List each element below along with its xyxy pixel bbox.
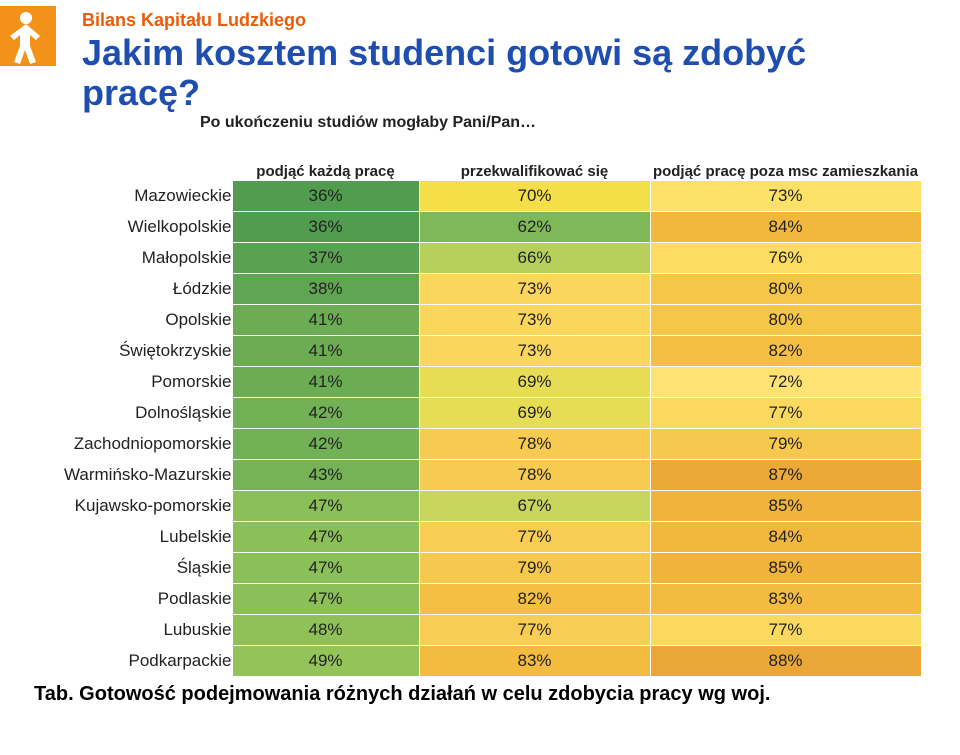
cell: 41% [232, 305, 419, 336]
row-label: Podlaskie [34, 584, 232, 615]
cell: 47% [232, 584, 419, 615]
cell: 72% [650, 367, 921, 398]
row-label: Śląskie [34, 553, 232, 584]
cell: 76% [650, 243, 921, 274]
row-label: Wielkopolskie [34, 212, 232, 243]
table-row: Wielkopolskie36%62%84% [34, 212, 921, 243]
cell: 41% [232, 367, 419, 398]
table-caption: Tab. Gotowość podejmowania różnych dział… [34, 683, 940, 706]
table-row: Lubelskie47%77%84% [34, 522, 921, 553]
cell: 62% [419, 212, 650, 243]
cell: 80% [650, 274, 921, 305]
table-row: Kujawsko-pomorskie47%67%85% [34, 491, 921, 522]
cell: 49% [232, 646, 419, 677]
cell: 82% [419, 584, 650, 615]
table-row: Małopolskie37%66%76% [34, 243, 921, 274]
cell: 84% [650, 212, 921, 243]
row-label: Pomorskie [34, 367, 232, 398]
cell: 43% [232, 460, 419, 491]
table-row: Opolskie41%73%80% [34, 305, 921, 336]
cell: 47% [232, 491, 419, 522]
cell: 47% [232, 553, 419, 584]
row-label: Warmińsko-Mazurskie [34, 460, 232, 491]
cell: 70% [419, 181, 650, 212]
cell: 77% [419, 522, 650, 553]
header-col-2: przekwalifikować się [419, 136, 650, 181]
row-label: Dolnośląskie [34, 398, 232, 429]
cell: 77% [650, 398, 921, 429]
data-table: podjąć każdą pracę przekwalifikować się … [34, 136, 922, 677]
table-row: Podkarpackie49%83%88% [34, 646, 921, 677]
row-label: Podkarpackie [34, 646, 232, 677]
cell: 42% [232, 398, 419, 429]
cell: 38% [232, 274, 419, 305]
row-label: Lubuskie [34, 615, 232, 646]
slide: Bilans Kapitału Ludzkiego Jakim kosztem … [0, 0, 960, 755]
cell: 36% [232, 181, 419, 212]
cell: 69% [419, 367, 650, 398]
table-pre-header: Po ukończeniu studiów mogłaby Pani/Pan… [200, 114, 940, 132]
cell: 42% [232, 429, 419, 460]
row-label: Zachodniopomorskie [34, 429, 232, 460]
title-line-2: pracę? [82, 72, 200, 113]
table-row: Świętokrzyskie41%73%82% [34, 336, 921, 367]
row-label: Kujawsko-pomorskie [34, 491, 232, 522]
cell: 67% [419, 491, 650, 522]
row-label: Łódzkie [34, 274, 232, 305]
table-row: Łódzkie38%73%80% [34, 274, 921, 305]
cell: 79% [650, 429, 921, 460]
cell: 73% [419, 305, 650, 336]
header-blank [34, 136, 232, 181]
cell: 87% [650, 460, 921, 491]
cell: 73% [419, 274, 650, 305]
cell: 47% [232, 522, 419, 553]
title-line-1: Jakim kosztem studenci gotowi są zdobyć [82, 32, 806, 73]
row-label: Opolskie [34, 305, 232, 336]
table-row: Śląskie47%79%85% [34, 553, 921, 584]
header-col-1: podjąć każdą pracę [232, 136, 419, 181]
brand-text: Bilans Kapitału Ludzkiego [82, 6, 940, 31]
page-title: Jakim kosztem studenci gotowi są zdobyć … [82, 33, 940, 112]
cell: 85% [650, 553, 921, 584]
cell: 78% [419, 460, 650, 491]
table-head: podjąć każdą pracę przekwalifikować się … [34, 136, 921, 181]
table-row: Lubuskie48%77%77% [34, 615, 921, 646]
table-row: Podlaskie47%82%83% [34, 584, 921, 615]
row-label: Lubelskie [34, 522, 232, 553]
cell: 79% [419, 553, 650, 584]
row-label: Świętokrzyskie [34, 336, 232, 367]
row-label: Mazowieckie [34, 181, 232, 212]
cell: 88% [650, 646, 921, 677]
row-label: Małopolskie [34, 243, 232, 274]
table-row: Dolnośląskie42%69%77% [34, 398, 921, 429]
cell: 83% [419, 646, 650, 677]
table-row: Pomorskie41%69%72% [34, 367, 921, 398]
cell: 41% [232, 336, 419, 367]
cell: 73% [419, 336, 650, 367]
cell: 48% [232, 615, 419, 646]
cell: 36% [232, 212, 419, 243]
brand-logo [0, 6, 56, 66]
cell: 82% [650, 336, 921, 367]
table-row: Zachodniopomorskie42%78%79% [34, 429, 921, 460]
cell: 73% [650, 181, 921, 212]
cell: 66% [419, 243, 650, 274]
cell: 84% [650, 522, 921, 553]
cell: 78% [419, 429, 650, 460]
header-col-3: podjąć pracę poza msc zamieszkania [650, 136, 921, 181]
cell: 69% [419, 398, 650, 429]
cell: 83% [650, 584, 921, 615]
table-row: Warmińsko-Mazurskie43%78%87% [34, 460, 921, 491]
table-row: Mazowieckie36%70%73% [34, 181, 921, 212]
cell: 77% [419, 615, 650, 646]
cell: 77% [650, 615, 921, 646]
cell: 37% [232, 243, 419, 274]
cell: 80% [650, 305, 921, 336]
cell: 85% [650, 491, 921, 522]
table-body: Mazowieckie36%70%73%Wielkopolskie36%62%8… [34, 181, 921, 677]
